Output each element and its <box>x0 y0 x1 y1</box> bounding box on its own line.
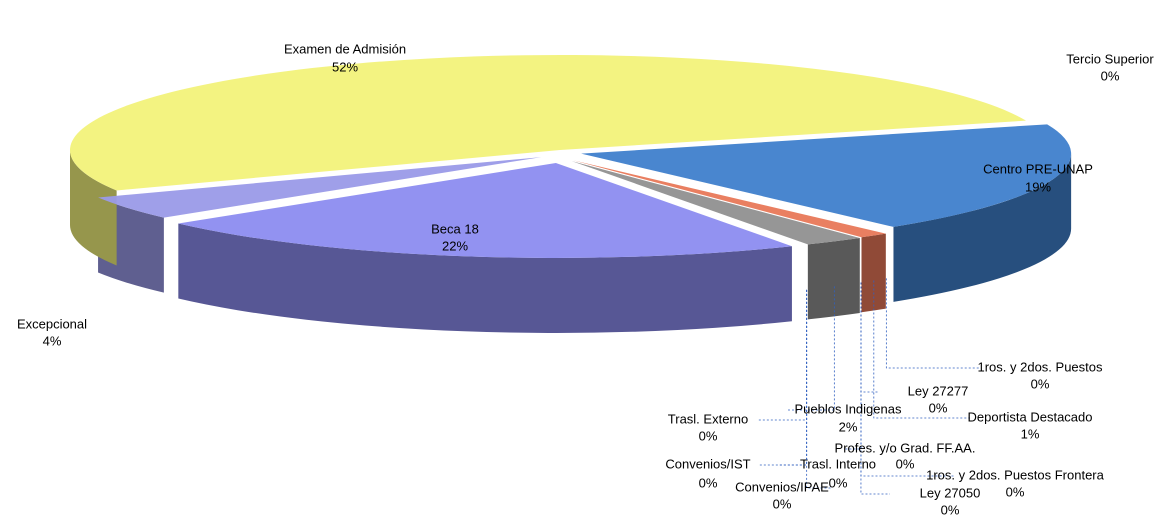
slice-label: 1ros. y 2dos. Puestos Frontera <box>926 467 1105 482</box>
slice-label: Ley 27050 <box>920 485 981 500</box>
slice-label: Tercio Superior <box>1066 51 1154 66</box>
slice-value-label: 0% <box>1006 484 1025 499</box>
slice-side <box>893 153 1072 302</box>
slice <box>573 160 886 238</box>
slice <box>571 161 860 245</box>
slice <box>574 160 887 234</box>
slice <box>581 124 1072 227</box>
slice-side <box>178 223 792 333</box>
leader-line <box>860 282 878 393</box>
slice-label: Profes. y/o Grad. FF.AA. <box>835 440 976 455</box>
slice-value-label: 4% <box>43 333 62 348</box>
slice-label: Convenios/IST <box>665 456 750 471</box>
slice-label: Trasl. Interno <box>800 456 876 471</box>
slice-label: 1ros. y 2dos. Puestos <box>977 359 1103 374</box>
leader-line <box>845 282 862 450</box>
slice-label: Ley 27277 <box>908 383 969 398</box>
leader-line <box>873 280 970 419</box>
slice-value-label: 0% <box>1031 376 1050 391</box>
slice-side <box>70 150 117 266</box>
leader-line <box>885 278 980 369</box>
slice <box>98 157 542 218</box>
slice-side <box>861 233 886 313</box>
slice-value-label: 0% <box>829 475 848 490</box>
slice-value-label: 0% <box>896 456 915 471</box>
slice-value-label: 0% <box>699 428 718 443</box>
slice <box>572 160 861 238</box>
slice-value-label: 0% <box>1101 68 1120 83</box>
slice-label: Centro PRE-UNAP <box>983 161 1093 176</box>
slice-side <box>807 238 860 320</box>
slice <box>178 162 792 258</box>
slice-value-label: 0% <box>773 496 792 511</box>
slice-value-label: 0% <box>929 400 948 415</box>
slice-value-label: 22% <box>442 238 468 253</box>
slice-label: Pueblos Indigenas <box>795 401 902 416</box>
slice-label: Trasl. Externo <box>668 411 748 426</box>
slice-label: Excepcional <box>17 316 87 331</box>
slice-value-label: 0% <box>941 502 960 517</box>
slice-value-label: 0% <box>699 475 718 490</box>
slice-label: Deportista Destacado <box>967 409 1092 424</box>
leader-line <box>788 286 835 411</box>
slice-value-label: 1% <box>1021 426 1040 441</box>
slice-label: Convenios/IPAE <box>735 479 829 494</box>
slice-value-label: 52% <box>332 59 358 74</box>
slice-label: Examen de Admisión <box>284 41 406 56</box>
slice-value-label: 19% <box>1025 179 1051 194</box>
slice <box>69 55 1027 191</box>
slice <box>570 161 807 245</box>
slice-label: Beca 18 <box>431 221 479 236</box>
slice-value-label: 2% <box>839 419 858 434</box>
